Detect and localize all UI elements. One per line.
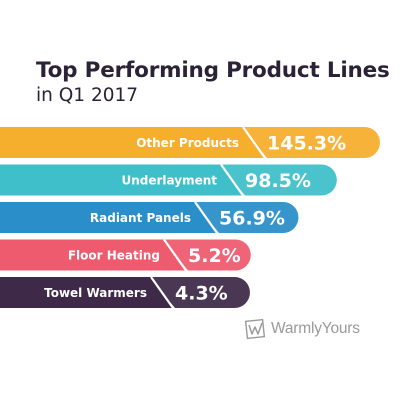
bar-body-0 xyxy=(0,127,265,158)
category-label-1: Underlayment xyxy=(121,174,217,188)
bar-value-pill-3 xyxy=(162,239,251,271)
warmlyyours-logo-icon xyxy=(245,318,266,340)
bar-divider-1 xyxy=(220,163,244,197)
chart-subtitle: in Q1 2017 xyxy=(36,85,139,106)
category-label-3: Floor Heating xyxy=(68,249,160,263)
bar-value-pill-0 xyxy=(241,127,380,158)
chart-title: Top Performing Product Lines xyxy=(36,58,390,83)
value-label-4: 4.3% xyxy=(175,283,228,305)
bar-divider-3 xyxy=(163,238,187,272)
value-label-3: 5.2% xyxy=(188,245,241,267)
brand-name: WarmlyYours xyxy=(271,320,360,337)
bar-value-pill-1 xyxy=(219,164,337,196)
bar-body-3 xyxy=(0,239,186,271)
bar-divider-2 xyxy=(194,201,218,234)
bar-body-2 xyxy=(0,202,217,233)
bar-divider-4 xyxy=(150,276,174,309)
bar-value-pill-4 xyxy=(149,277,250,308)
value-label-2: 56.9% xyxy=(219,208,285,230)
brand-logo: WarmlyYours xyxy=(245,318,360,340)
bar-body-4 xyxy=(0,277,173,308)
chart-title-block: Top Performing Product Lines in Q1 2017 xyxy=(36,58,390,108)
bar-divider-0 xyxy=(242,126,266,159)
category-label-4: Towel Warmers xyxy=(44,286,147,300)
value-label-0: 145.3% xyxy=(267,133,346,155)
value-label-1: 98.5% xyxy=(245,170,311,192)
category-label-0: Other Products xyxy=(136,136,239,150)
category-label-2: Radiant Panels xyxy=(90,211,191,225)
bar-body-1 xyxy=(0,164,243,196)
bar-value-pill-2 xyxy=(193,202,299,233)
